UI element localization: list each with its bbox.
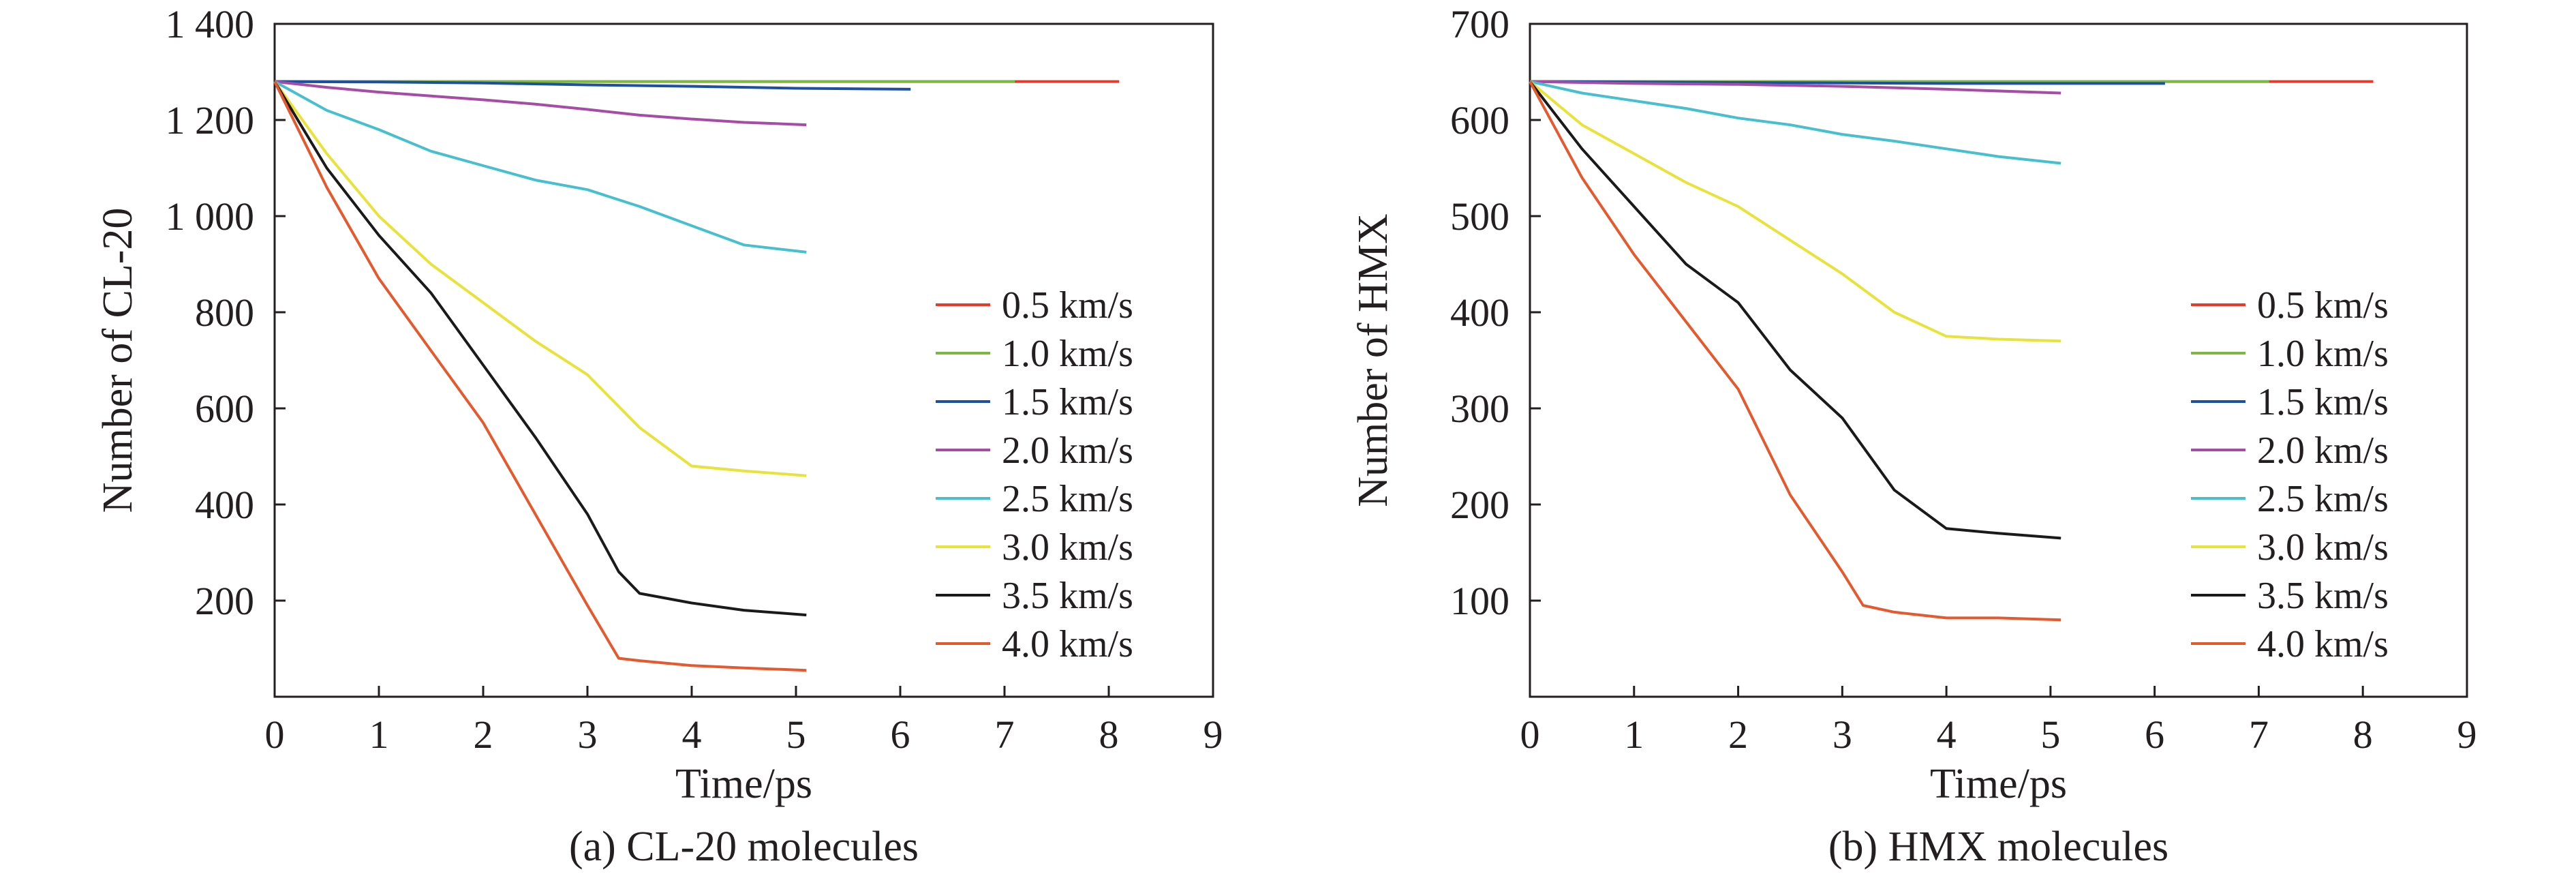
legend-label-0: 0.5 km/s (1002, 284, 1133, 327)
x-tick-label: 1 (369, 712, 389, 757)
x-tick-label: 0 (265, 712, 285, 757)
series-line-7 (273, 80, 807, 672)
legend-label-1: 1.0 km/s (1002, 333, 1133, 375)
x-tick-label: 0 (1520, 712, 1540, 757)
y-tick-label: 200 (1450, 483, 1509, 527)
y-tick-label: 400 (1450, 290, 1509, 335)
legend-label-5: 3.0 km/s (2257, 526, 2389, 569)
series-line-2 (274, 80, 911, 91)
x-tick-label: 8 (1099, 712, 1119, 757)
x-tick-label: 5 (786, 712, 806, 757)
plot-area-frame (273, 22, 1214, 698)
x-tick-label: 6 (2145, 712, 2164, 757)
chart-panel-cl20: 0 1 2 3 4 5 6 7 8 9 200 400 600 800 1 000 1 200 1 400 0.… (95, 2, 1223, 870)
y-tick-label: 100 (1450, 579, 1509, 623)
y-tick-label: 700 (1450, 2, 1509, 46)
legend-label-7: 4.0 km/s (2257, 623, 2389, 665)
legend-label-3: 2.0 km/s (1002, 430, 1133, 472)
plot-area-frame (1529, 22, 2468, 698)
series-line-6 (1529, 80, 2061, 540)
legend-label-6: 3.5 km/s (1002, 575, 1133, 617)
ticks-layer: 0 1 2 3 4 5 6 7 8 9 100 200 300 400 500 600 700 (1450, 2, 2477, 757)
legend-label-4: 2.5 km/s (2257, 478, 2389, 520)
y-tick-label: 500 (1450, 194, 1509, 239)
panel-caption: (a) CL-20 molecules (569, 824, 919, 870)
x-tick-label: 3 (1833, 712, 1852, 757)
series-line-5 (1529, 80, 2061, 343)
y-axis-label: Number of CL-20 (95, 208, 141, 513)
y-axis-label: Number of HMX (1350, 213, 1396, 507)
x-tick-label: 1 (1624, 712, 1644, 757)
x-tick-label: 5 (2040, 712, 2060, 757)
series-line-5 (273, 80, 807, 477)
series-line-2 (1529, 80, 2165, 85)
legend-label-7: 4.0 km/s (1002, 623, 1133, 665)
y-tick-label: 1 200 (166, 98, 255, 142)
ticks-layer: 0 1 2 3 4 5 6 7 8 9 200 400 600 800 1 000 1 200 1 400 (166, 2, 1223, 757)
legend-label-2: 1.5 km/s (1002, 381, 1133, 423)
y-tick-label: 300 (1450, 387, 1509, 431)
legend-label-0: 0.5 km/s (2257, 284, 2389, 327)
y-tick-label: 800 (195, 290, 254, 335)
x-tick-label: 2 (1728, 712, 1748, 757)
y-tick-label: 600 (195, 387, 254, 431)
legend-label-4: 2.5 km/s (1002, 478, 1133, 520)
series-layer (1529, 80, 2374, 622)
y-tick-label: 200 (195, 579, 254, 623)
x-tick-label: 9 (2457, 712, 2477, 757)
y-tick-label: 600 (1450, 98, 1509, 142)
series-layer (273, 80, 1120, 672)
series-line-3 (274, 80, 807, 127)
legend-label-1: 1.0 km/s (2257, 333, 2389, 375)
legend-label-5: 3.0 km/s (1002, 526, 1133, 569)
chart-panel-hmx: 0 1 2 3 4 5 6 7 8 9 100 200 300 400 500 600 700 0.5 km/s… (1350, 2, 2477, 870)
y-tick-label: 1 400 (166, 2, 255, 46)
x-tick-label: 2 (474, 712, 493, 757)
series-line-7 (1529, 80, 2061, 622)
legend-label-2: 1.5 km/s (2257, 381, 2389, 423)
x-tick-label: 8 (2353, 712, 2373, 757)
x-tick-label: 3 (578, 712, 598, 757)
series-line-3 (1529, 80, 2061, 95)
legend: 0.5 km/s 1.0 km/s 1.5 km/s 2.0 km/s 2.5 km/s… (2191, 284, 2389, 665)
series-line-4 (274, 80, 807, 254)
x-tick-label: 4 (682, 712, 702, 757)
panel-caption: (b) HMX molecules (1828, 824, 2168, 870)
x-tick-label: 9 (1203, 712, 1223, 757)
x-tick-label: 4 (1937, 712, 1957, 757)
y-tick-label: 400 (195, 483, 254, 527)
x-tick-label: 7 (995, 712, 1015, 757)
x-axis-label: Time/ps (1930, 761, 2067, 807)
series-line-4 (1529, 80, 2061, 165)
series-line-6 (273, 80, 807, 617)
y-tick-label: 1 000 (166, 194, 255, 239)
legend-label-3: 2.0 km/s (2257, 430, 2389, 472)
legend: 0.5 km/s 1.0 km/s 1.5 km/s 2.0 km/s 2.5 km/s… (936, 284, 1133, 665)
x-tick-label: 7 (2249, 712, 2269, 757)
x-axis-label: Time/ps (675, 761, 812, 807)
x-tick-label: 6 (891, 712, 910, 757)
legend-label-6: 3.5 km/s (2257, 575, 2389, 617)
